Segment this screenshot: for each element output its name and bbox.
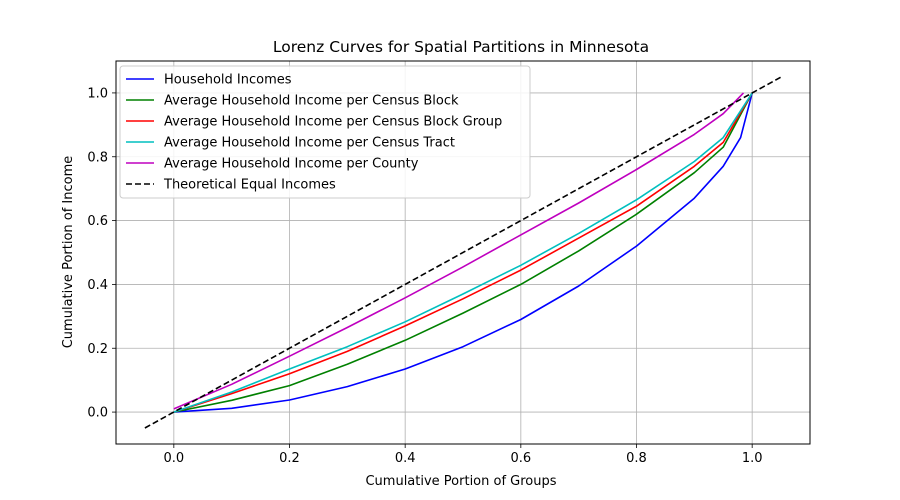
legend-label: Average Household Income per County	[164, 157, 419, 172]
x-tick-label: 1.0	[742, 451, 763, 466]
plot-frame	[115, 60, 811, 445]
y-tick-label: 0.4	[87, 278, 108, 293]
series-line-household-incomes	[173, 92, 753, 413]
y-tick-label: 1.0	[87, 86, 108, 101]
chart-title: Lorenz Curves for Spatial Partitions in …	[273, 38, 649, 56]
legend-label: Average Household Income per Census Trac…	[164, 136, 455, 151]
series-line-average-household-income-per-census-block-group	[173, 92, 753, 413]
legend-box	[119, 65, 531, 199]
x-axis-label: Cumulative Portion of Groups	[365, 474, 556, 489]
series-line-average-household-income-per-census-block	[173, 92, 753, 413]
series-line-average-household-income-per-census-tract	[173, 92, 753, 413]
series-layer	[144, 76, 782, 429]
y-axis-label: Cumulative Portion of Income	[61, 156, 76, 349]
x-tick-label: 0.0	[163, 451, 184, 466]
legend-label: Theoretical Equal Incomes	[163, 178, 336, 193]
x-tick-label: 0.2	[279, 451, 300, 466]
series-line-theoretical-equal-incomes	[144, 76, 782, 429]
series-line-average-household-income-per-county	[173, 92, 745, 410]
legend-label: Household Incomes	[164, 73, 292, 88]
legend-label: Average Household Income per Census Bloc…	[164, 94, 459, 109]
y-tick-label: 0.8	[87, 150, 108, 165]
x-tick-label: 0.8	[626, 451, 647, 466]
y-tick-label: 0.2	[87, 342, 108, 357]
ticks: 0.0 0.2 0.4 0.6 0.8 1.0 0.0 0.2 0.4 0.6 0.8 1.0	[87, 86, 762, 466]
x-tick-label: 0.6	[510, 451, 531, 466]
legend: Household Incomes Average Household Incom…	[119, 65, 531, 199]
x-tick-label: 0.4	[395, 451, 416, 466]
y-tick-label: 0.0	[87, 406, 108, 421]
y-tick-label: 0.6	[87, 214, 108, 229]
legend-label: Average Household Income per Census Bloc…	[164, 115, 502, 130]
